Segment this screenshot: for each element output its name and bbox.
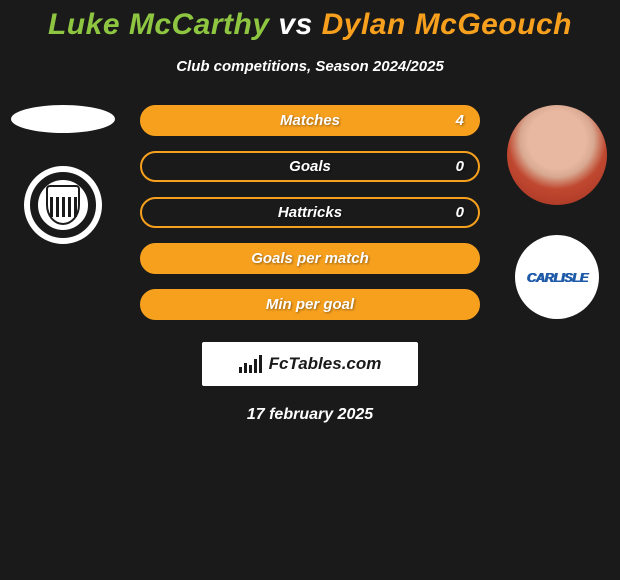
player2-name: Dylan McGeouch bbox=[322, 8, 572, 41]
player2-photo bbox=[507, 105, 607, 205]
comparison-title: Luke McCarthy vs Dylan McGeouch bbox=[0, 0, 620, 42]
stat-value: 0 bbox=[456, 158, 464, 175]
stat-label: Matches bbox=[280, 112, 340, 129]
stat-goals-per-match: Goals per match bbox=[140, 243, 480, 274]
player1-name: Luke McCarthy bbox=[48, 8, 270, 41]
stat-min-per-goal: Min per goal bbox=[140, 289, 480, 320]
date: 17 february 2025 bbox=[0, 406, 620, 424]
fctables-logo: FcTables.com bbox=[202, 342, 418, 386]
stat-value: 0 bbox=[456, 204, 464, 221]
player1-club-badge bbox=[21, 163, 105, 247]
vs-text: vs bbox=[278, 8, 312, 41]
stat-goals: Goals 0 bbox=[140, 151, 480, 182]
subtitle: Club competitions, Season 2024/2025 bbox=[0, 58, 620, 75]
stat-value: 4 bbox=[456, 112, 464, 129]
logo-text: FcTables.com bbox=[269, 354, 382, 374]
stat-label: Hattricks bbox=[278, 204, 342, 221]
player2-club-badge: CARLISLE bbox=[515, 235, 599, 319]
stat-label: Goals per match bbox=[251, 250, 369, 267]
chart-icon bbox=[239, 355, 262, 373]
stats-list: Matches 4 Goals 0 Hattricks 0 Goals per … bbox=[140, 105, 480, 320]
stat-matches: Matches 4 bbox=[140, 105, 480, 136]
stat-label: Goals bbox=[289, 158, 331, 175]
right-column: CARLISLE bbox=[502, 105, 612, 319]
stat-hattricks: Hattricks 0 bbox=[140, 197, 480, 228]
carlisle-label: CARLISLE bbox=[527, 270, 588, 285]
content-area: CARLISLE Matches 4 Goals 0 Hattricks 0 G… bbox=[0, 105, 620, 424]
stat-label: Min per goal bbox=[266, 296, 354, 313]
left-column bbox=[8, 105, 118, 247]
player1-photo bbox=[11, 105, 115, 133]
